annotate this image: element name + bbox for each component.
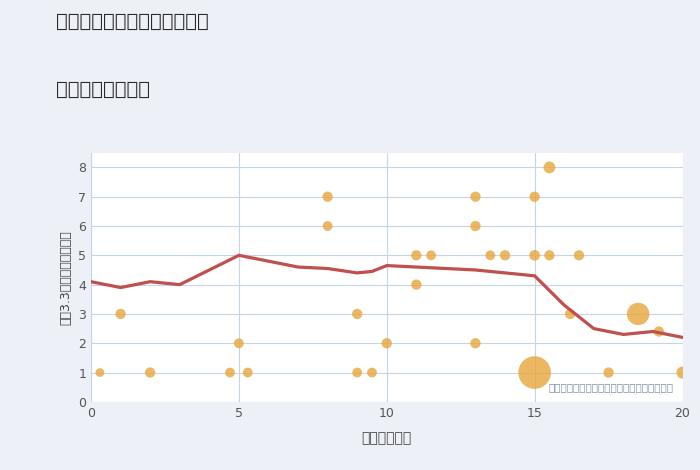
Point bbox=[381, 339, 392, 347]
Point bbox=[233, 339, 244, 347]
Point bbox=[529, 369, 540, 376]
Point bbox=[484, 251, 496, 259]
Point bbox=[544, 164, 555, 171]
Point bbox=[426, 251, 437, 259]
Point bbox=[144, 369, 155, 376]
Point bbox=[115, 310, 126, 318]
Point bbox=[633, 310, 644, 318]
Point bbox=[564, 310, 575, 318]
Point bbox=[351, 369, 363, 376]
Point bbox=[366, 369, 377, 376]
Point bbox=[573, 251, 584, 259]
Point bbox=[544, 251, 555, 259]
Point bbox=[470, 339, 481, 347]
Y-axis label: 坪（3.3㎡）単価（万円）: 坪（3.3㎡）単価（万円） bbox=[60, 230, 73, 325]
X-axis label: 駅距離（分）: 駅距離（分） bbox=[362, 431, 412, 445]
Point bbox=[470, 193, 481, 201]
Point bbox=[351, 310, 363, 318]
Point bbox=[470, 222, 481, 230]
Text: 三重県北牟婁郡紀北町船津の: 三重県北牟婁郡紀北町船津の bbox=[56, 12, 209, 31]
Point bbox=[322, 193, 333, 201]
Point bbox=[603, 369, 614, 376]
Point bbox=[94, 369, 106, 376]
Point bbox=[242, 369, 253, 376]
Point bbox=[411, 251, 422, 259]
Point bbox=[225, 369, 236, 376]
Point bbox=[529, 251, 540, 259]
Text: 円の大きさは、取引のあった物件面積を示す: 円の大きさは、取引のあった物件面積を示す bbox=[549, 382, 673, 392]
Point bbox=[411, 281, 422, 289]
Point bbox=[677, 369, 688, 376]
Point bbox=[322, 222, 333, 230]
Point bbox=[653, 328, 664, 335]
Text: 駅距離別土地価格: 駅距離別土地価格 bbox=[56, 80, 150, 99]
Point bbox=[500, 251, 511, 259]
Point bbox=[529, 193, 540, 201]
